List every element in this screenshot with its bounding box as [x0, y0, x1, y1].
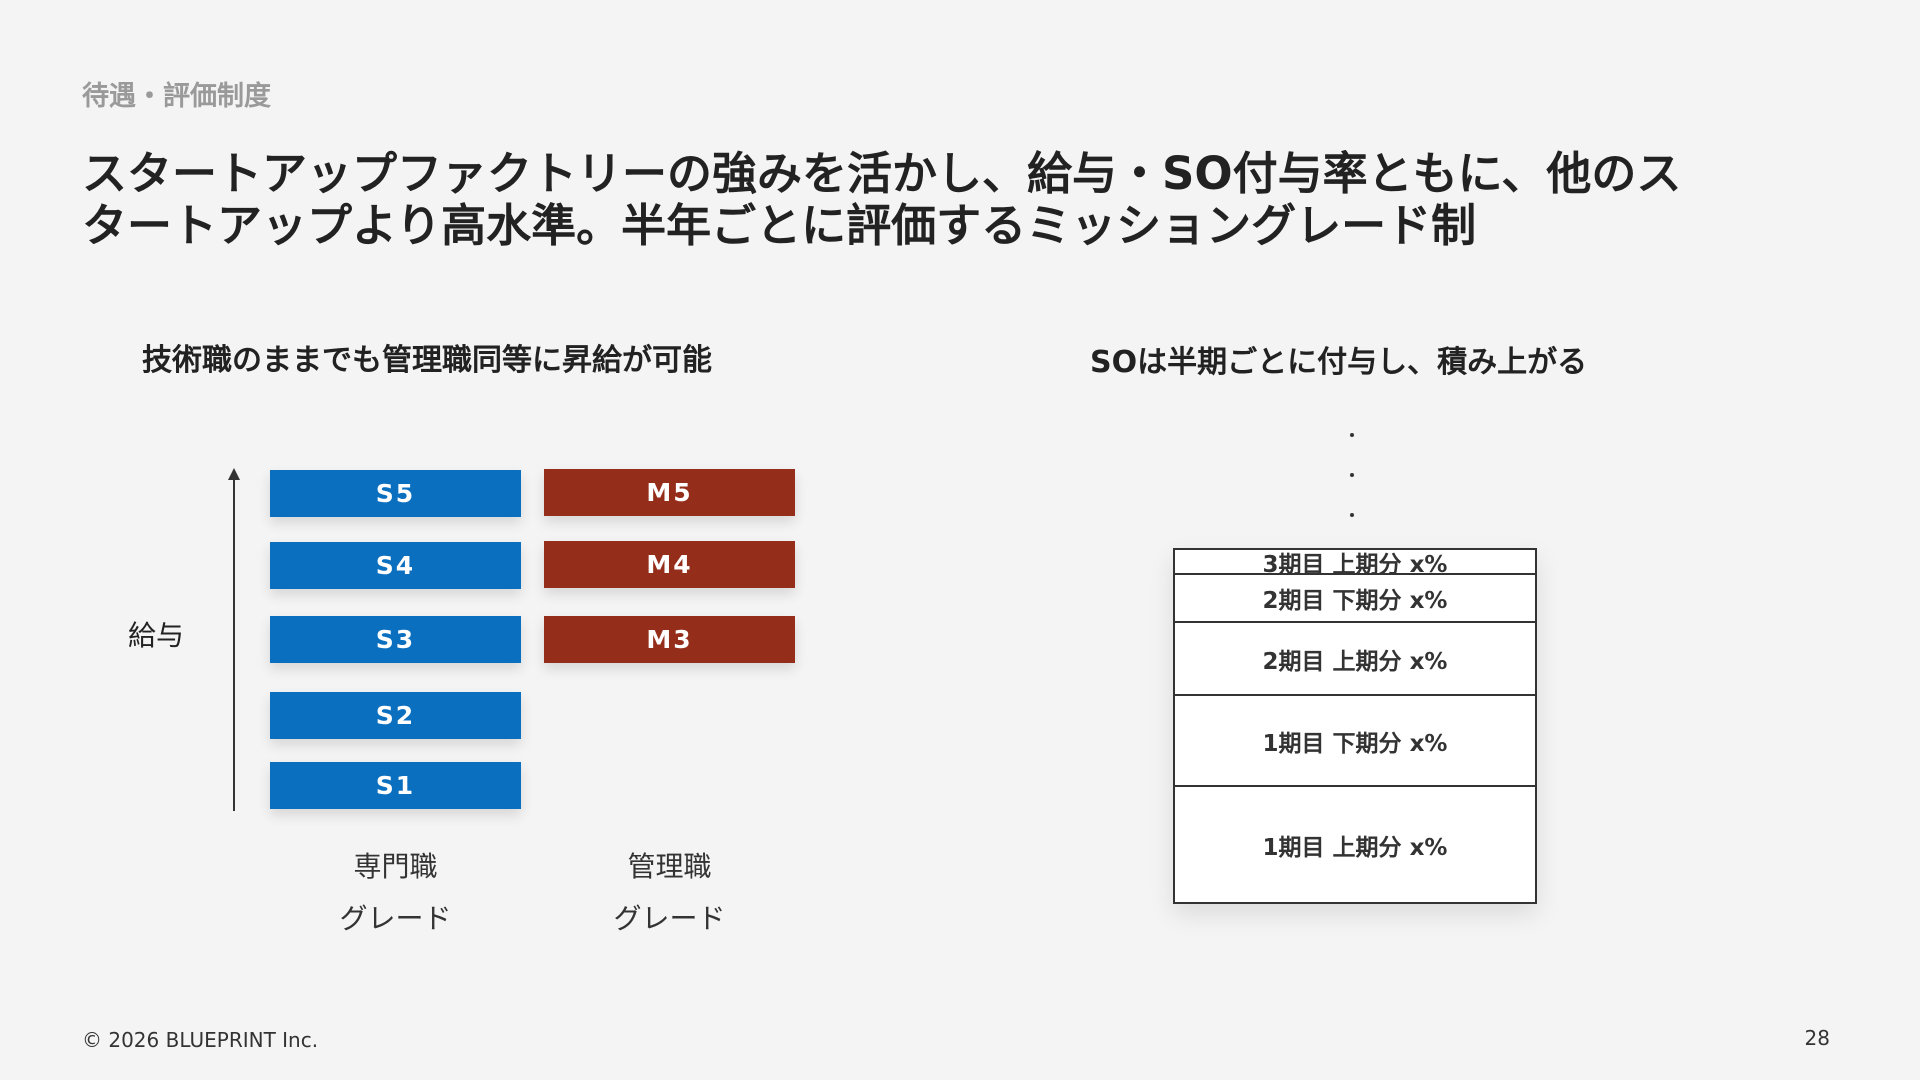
manager-grade-caption: 管理職 グレード [544, 841, 795, 945]
grade-s5: S5 [270, 470, 521, 517]
page-number: 28 [1804, 1026, 1830, 1050]
page-title-line-2: タートアップより高水準。半年ごとに評価するミッショングレード制 [82, 199, 1477, 252]
grade-m4: M4 [544, 541, 795, 588]
salary-axis-line [233, 476, 235, 811]
salary-axis-label: 給与 [128, 619, 185, 652]
specialist-grade-caption: 専門職 グレード [270, 841, 521, 945]
right-panel-subtitle: SOは半期ごとに付与し、積み上がる [1090, 345, 1588, 380]
manager-caption-line-1: 管理職 [627, 850, 712, 883]
specialist-caption-line-1: 専門職 [353, 850, 438, 883]
grade-m3: M3 [544, 616, 795, 663]
grade-m5: M5 [544, 469, 795, 516]
copyright: © 2026 BLUEPRINT Inc. [82, 1028, 319, 1052]
grade-s2: S2 [270, 692, 521, 739]
salary-axis-arrow-icon [228, 468, 240, 480]
period-block-3-first-half: 3期目 上期分 x% [1175, 550, 1535, 578]
grade-s1: S1 [270, 762, 521, 809]
manager-caption-line-2: グレード [613, 902, 726, 935]
continuation-dot [1350, 433, 1354, 437]
period-block-2-second-half: 2期目 下期分 x% [1175, 575, 1535, 623]
left-panel-subtitle: 技術職のままでも管理職同等に昇給が可能 [142, 343, 712, 378]
grade-s3: S3 [270, 616, 521, 663]
specialist-caption-line-2: グレード [339, 902, 452, 935]
period-block-1-first-half: 1期目 上期分 x% [1262, 834, 1448, 861]
so-accumulation-stack: 3期目 上期分 x% 2期目 下期分 x% 2期目 上期分 x% 1期目 下期分… [1173, 548, 1537, 904]
continuation-dot [1350, 473, 1354, 477]
grade-s4: S4 [270, 542, 521, 589]
period-block-2-first-half: 2期目 上期分 x% [1175, 623, 1535, 696]
section-label: 待遇・評価制度 [82, 81, 271, 112]
page-title-line-1: スタートアップファクトリーの強みを活かし、給与・SO付与率ともに、他のス [82, 147, 1682, 200]
page-title: スタートアップファクトリーの強みを活かし、給与・SO付与率ともに、他のス タート… [82, 148, 1842, 252]
period-block-1-second-half: 1期目 下期分 x% [1175, 696, 1535, 787]
continuation-dot [1350, 513, 1354, 517]
